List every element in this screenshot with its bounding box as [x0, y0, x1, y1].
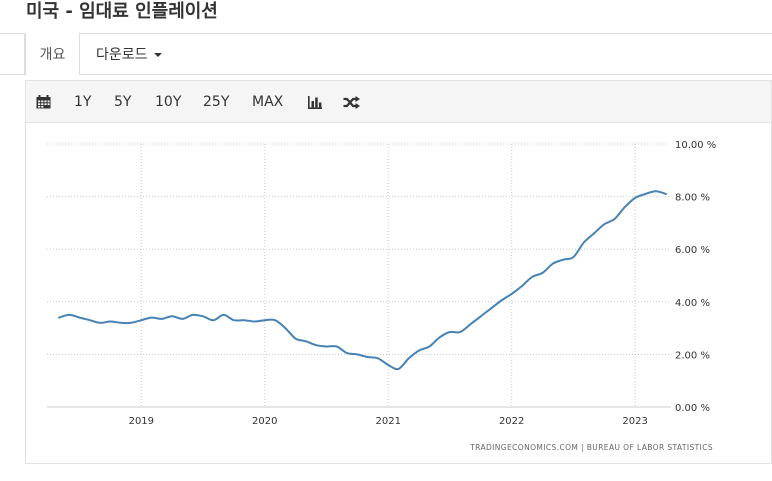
range-25y-button[interactable]: 25Y [203, 94, 230, 110]
line-chart: 0.00 % 2.00 % 4.00 % 6.00 % 8.00 % 10.00 % 20… [47, 140, 716, 452]
source-credit: TRADINGECONOMICS.COM | BUREAU OF LABOR S… [469, 443, 713, 452]
calendar-icon[interactable] [36, 81, 51, 123]
x-tick-label: 2021 [375, 416, 400, 427]
y-tick-label: 2.00 % [675, 350, 710, 361]
tab-download-label: 다운로드 [96, 47, 148, 63]
y-tick-label: 6.00 % [675, 245, 710, 256]
bar-chart-icon[interactable] [308, 81, 322, 123]
chart-panel: 1Y 5Y 10Y 25Y MAX 0.00 % 2.00 % 4.00 [25, 80, 772, 464]
caret-down-icon [153, 53, 162, 57]
tab-overview[interactable]: 개요 [25, 33, 80, 75]
x-tick-label: 2023 [622, 416, 647, 427]
range-5y-button[interactable]: 5Y [114, 94, 132, 110]
page-title: 미국 - 임대료 인플레이션 [26, 1, 218, 22]
x-tick-label: 2022 [499, 416, 524, 427]
y-tick-label: 10.00 % [675, 140, 716, 151]
tab-bar: 개요 다운로드 [0, 33, 772, 75]
y-tick-label: 8.00 % [675, 193, 710, 204]
range-max-button[interactable]: MAX [252, 94, 284, 110]
series-line [58, 190, 667, 371]
y-tick-label: 4.00 % [675, 298, 710, 309]
tab-download[interactable]: 다운로드 [96, 34, 162, 74]
range-10y-button[interactable]: 10Y [155, 94, 182, 110]
x-tick-label: 2019 [129, 416, 154, 427]
range-1y-button[interactable]: 1Y [74, 94, 92, 110]
chart-toolbar: 1Y 5Y 10Y 25Y MAX [26, 81, 771, 123]
x-tick-label: 2020 [252, 416, 277, 427]
shuffle-icon[interactable] [343, 81, 360, 123]
y-tick-label: 0.00 % [675, 403, 710, 414]
tab-divider [24, 33, 25, 75]
